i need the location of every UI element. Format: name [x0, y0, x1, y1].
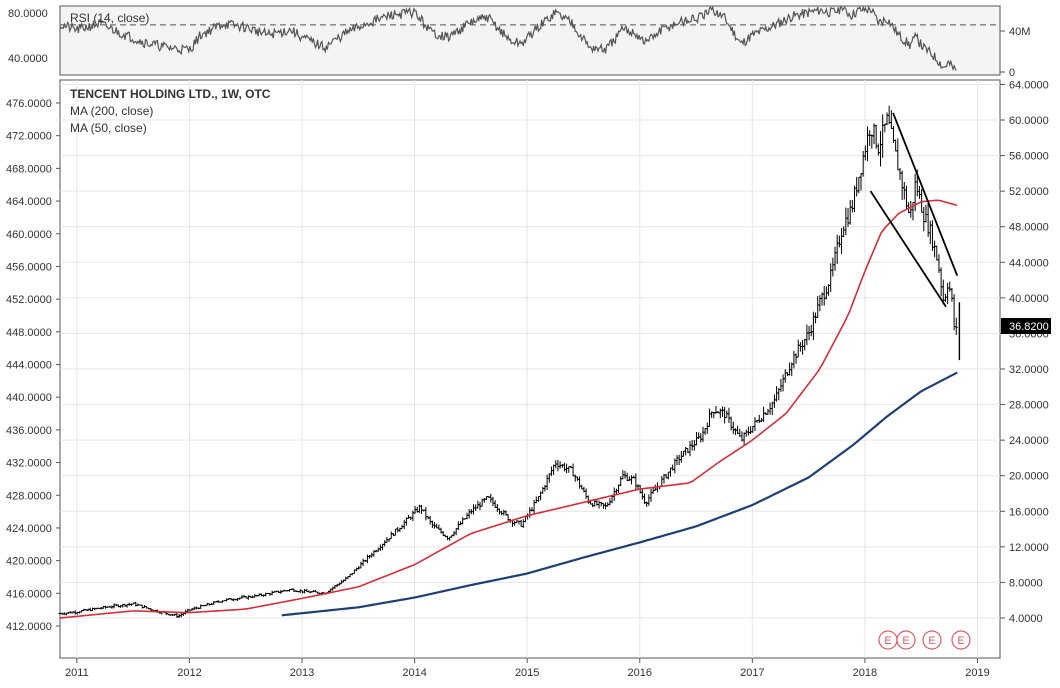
- rsi-panel-background: [59, 5, 1001, 76]
- right-tick-label: 52.0000: [1009, 186, 1049, 198]
- left-tick-label: 412.0000: [6, 621, 52, 633]
- trendlines: [869, 112, 959, 308]
- left-tick-label: 448.0000: [6, 327, 52, 339]
- right-tick-label: 16.0000: [1009, 506, 1049, 518]
- rsi-right-tick-label: 40M: [1009, 26, 1030, 38]
- last-price-label: 36.8200: [1009, 321, 1049, 333]
- left-tick-label: 416.0000: [6, 588, 52, 600]
- left-tick-label: 460.0000: [6, 229, 52, 241]
- earnings-marker: [922, 630, 942, 650]
- left-axis-ticks: 476.0000 472.0000 468.0000 464.0000 460.0000…: [6, 98, 60, 633]
- x-tick-label: 2017: [740, 667, 764, 679]
- right-tick-label: 64.0000: [1009, 79, 1049, 91]
- right-tick-label: 60.0000: [1009, 115, 1049, 127]
- x-tick-label: 2015: [515, 667, 539, 679]
- trendline: [892, 112, 959, 276]
- main-panel: 476.0000 472.0000 468.0000 464.0000 460.0000…: [6, 79, 1051, 679]
- ohlc-bars: [58, 105, 961, 618]
- rsi-line: [59, 5, 957, 72]
- legend-entry-ma50: MA (50, close): [70, 121, 147, 135]
- rsi-left-tick-label: 80.0000: [8, 8, 48, 20]
- right-tick-label: 44.0000: [1009, 257, 1049, 269]
- right-tick-label: 20.0000: [1009, 471, 1049, 483]
- earnings-marker-label: E: [928, 635, 935, 647]
- rsi-panel: RSI (14, close) 80.0000 40.0000 40M 0: [8, 5, 1030, 79]
- left-tick-label: 476.0000: [6, 98, 52, 110]
- rsi-dashed-levels: [60, 24, 1000, 76]
- x-tick-label: 2012: [177, 667, 201, 679]
- x-tick-label: 2019: [965, 667, 989, 679]
- rsi-right-ticks: 40M 0: [1000, 26, 1030, 79]
- right-tick-label: 32.0000: [1009, 364, 1049, 376]
- left-tick-label: 432.0000: [6, 458, 52, 470]
- earnings-marker-label: E: [957, 635, 964, 647]
- right-tick-label: 24.0000: [1009, 435, 1049, 447]
- chart-title: TENCENT HOLDING LTD., 1W, OTC: [70, 87, 271, 101]
- x-tick-label: 2014: [402, 667, 426, 679]
- right-tick-label: 12.0000: [1009, 542, 1049, 554]
- left-tick-label: 436.0000: [6, 425, 52, 437]
- right-tick-label: 40.0000: [1009, 293, 1049, 305]
- left-tick-label: 464.0000: [6, 196, 52, 208]
- earnings-marker: [951, 630, 971, 650]
- ma200-line: [281, 371, 958, 617]
- left-tick-label: 428.0000: [6, 490, 52, 502]
- left-tick-label: 456.0000: [6, 261, 52, 273]
- last-price-tag: 36.8200: [1001, 318, 1051, 334]
- rsi-right-tick-label: 0: [1009, 67, 1015, 79]
- left-tick-label: 444.0000: [6, 360, 52, 372]
- left-tick-label: 440.0000: [6, 392, 52, 404]
- right-tick-label: 28.0000: [1009, 400, 1049, 412]
- ma50-line: [59, 199, 958, 619]
- legend-entry-ma200: MA (200, close): [70, 104, 153, 118]
- rsi-left-ticks: 80.0000 40.0000: [8, 8, 48, 65]
- earnings-marker: [896, 630, 916, 650]
- right-axis-ticks: 64.0000 60.0000 56.0000 52.0000 48.0000 44.00…: [1000, 79, 1049, 625]
- earnings-marker-label: E: [884, 635, 891, 647]
- right-tick-label: 56.0000: [1009, 151, 1049, 163]
- left-tick-label: 468.0000: [6, 163, 52, 175]
- x-axis-ticks: 2011 2012 2013 2014 2015 2016 2017 2018 2019: [65, 658, 990, 679]
- x-tick-label: 2016: [628, 667, 652, 679]
- left-tick-label: 424.0000: [6, 523, 52, 535]
- x-tick-label: 2013: [290, 667, 314, 679]
- rsi-left-tick-label: 40.0000: [8, 53, 48, 65]
- rsi-label: RSI (14, close): [70, 11, 149, 25]
- last-price-tag-background: [1001, 318, 1051, 334]
- x-tick-label: 2011: [65, 667, 89, 679]
- earnings-marker-label: E: [902, 635, 909, 647]
- right-tick-label: 8.0000: [1009, 577, 1043, 589]
- left-tick-label: 452.0000: [6, 294, 52, 306]
- trendline: [869, 190, 947, 308]
- right-tick-label: 4.0000: [1009, 613, 1043, 625]
- left-tick-label: 472.0000: [6, 131, 52, 143]
- right-tick-label: 48.0000: [1009, 222, 1049, 234]
- left-tick-label: 420.0000: [6, 556, 52, 568]
- x-tick-label: 2018: [853, 667, 877, 679]
